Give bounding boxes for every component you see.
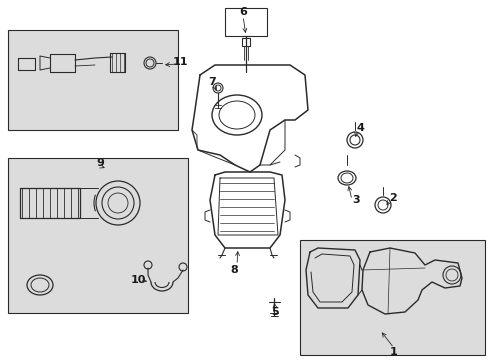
Text: 9: 9 xyxy=(96,158,104,168)
Bar xyxy=(8,30,178,130)
Text: 6: 6 xyxy=(239,7,246,17)
Text: 1: 1 xyxy=(389,347,397,357)
Bar xyxy=(8,158,187,313)
Text: 7: 7 xyxy=(208,77,215,87)
Bar xyxy=(299,240,484,355)
Text: 8: 8 xyxy=(230,265,237,275)
Text: 10: 10 xyxy=(130,275,145,285)
Bar xyxy=(224,8,266,36)
Text: 5: 5 xyxy=(271,307,278,317)
Text: 4: 4 xyxy=(355,123,363,133)
Text: 2: 2 xyxy=(388,193,396,203)
Text: 3: 3 xyxy=(351,195,359,205)
Text: 11: 11 xyxy=(172,57,187,67)
